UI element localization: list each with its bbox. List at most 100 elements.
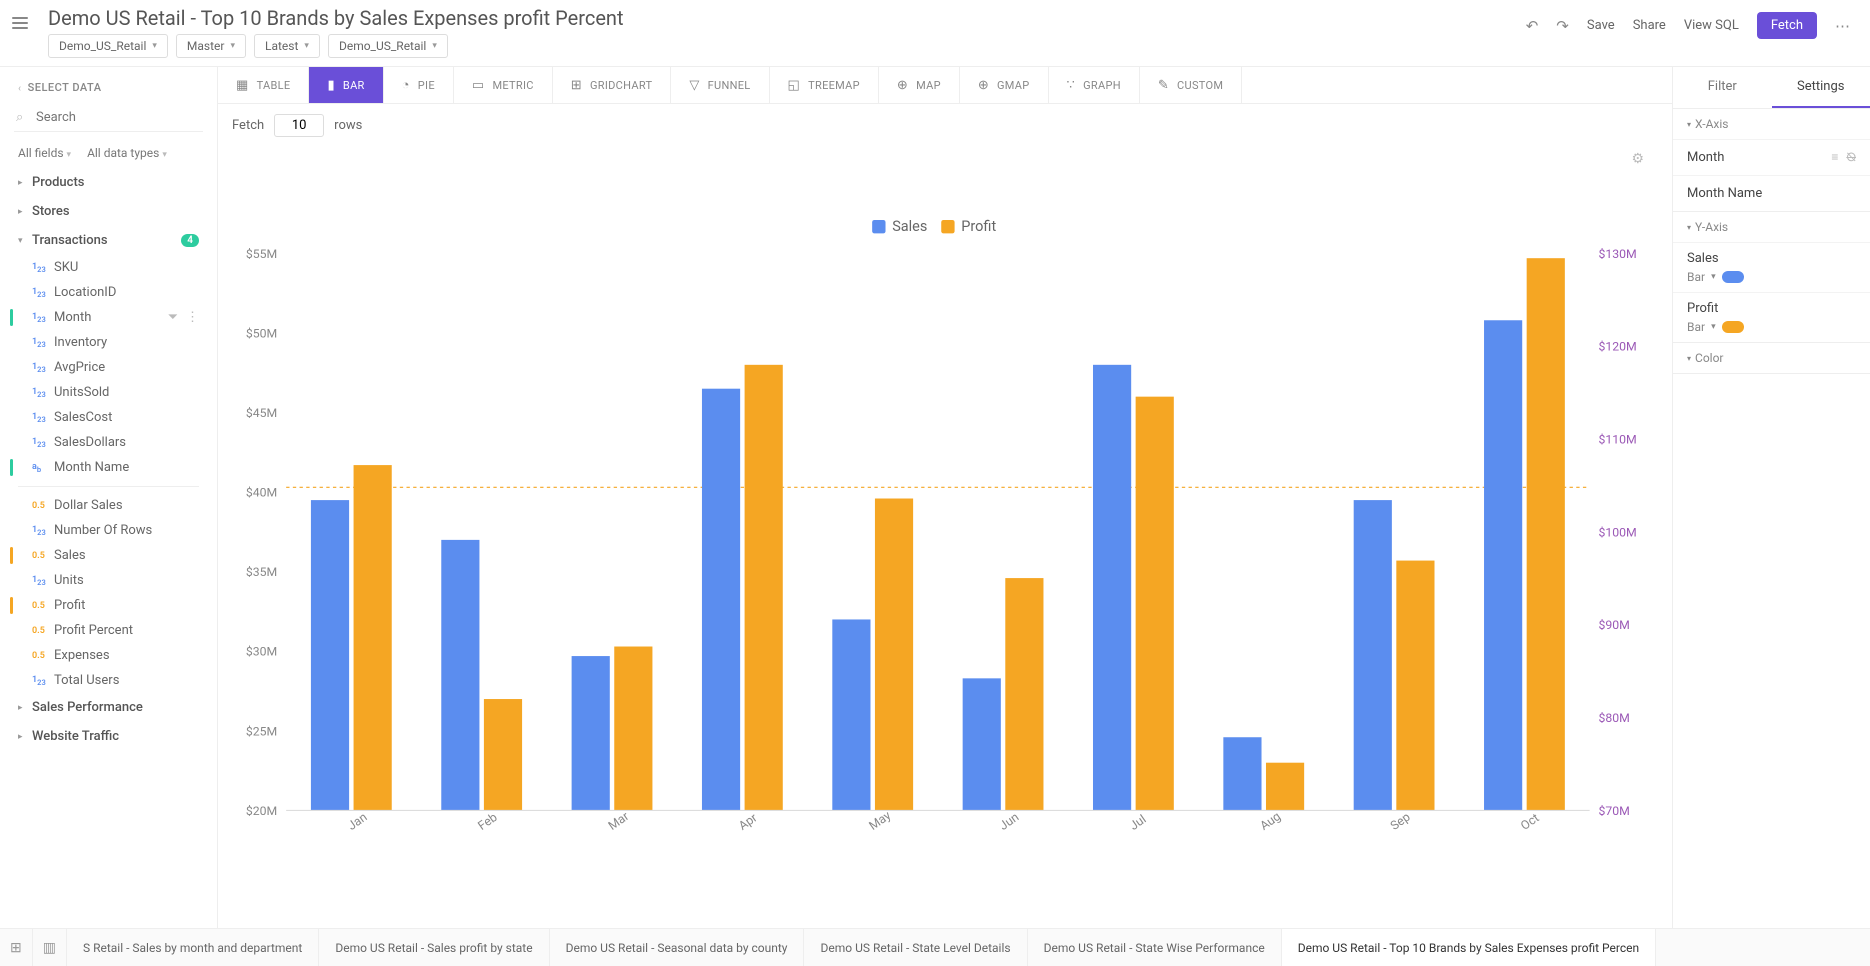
gridchart-icon: ⊞ — [571, 78, 582, 93]
worksheet-tab-4[interactable]: Demo US Retail - State Wise Performance — [1028, 929, 1282, 966]
field-locationid[interactable]: 123LocationID — [0, 280, 217, 305]
viz-tab-funnel[interactable]: ▽FUNNEL — [671, 67, 769, 103]
hide-icon[interactable]: ⦰ — [1846, 150, 1856, 165]
header-dropdown-1[interactable]: Master▾ — [176, 34, 246, 58]
viz-tab-metric[interactable]: ▭METRIC — [454, 67, 553, 103]
tree-group-website-traffic[interactable]: ▸Website Traffic — [0, 722, 217, 751]
right-tab-filter[interactable]: Filter — [1673, 67, 1772, 108]
field-avgprice[interactable]: 123AvgPrice — [0, 355, 217, 380]
svg-text:Profit: Profit — [961, 218, 996, 235]
funnel-icon: ▽ — [689, 78, 699, 93]
svg-text:$20M: $20M — [246, 804, 277, 818]
field-month[interactable]: 123Month⏷⋮ — [0, 305, 217, 330]
svg-text:$120M: $120M — [1599, 340, 1637, 354]
worksheet-tab-0[interactable]: S Retail - Sales by month and department — [67, 929, 319, 966]
header-dropdown-2[interactable]: Latest▾ — [254, 34, 320, 58]
gmap-icon: ⊕ — [978, 78, 989, 93]
select-data-panel: ‹SELECT DATA ⌕ All fields ▾ All data typ… — [0, 67, 218, 928]
more-icon[interactable]: ⋮ — [186, 310, 199, 325]
svg-text:$100M: $100M — [1599, 525, 1637, 539]
svg-text:Sales: Sales — [892, 218, 927, 235]
grip-icon: ≡ — [1831, 150, 1838, 165]
svg-text:Apr: Apr — [736, 811, 760, 833]
header-dropdown-0[interactable]: Demo_US_Retail▾ — [48, 34, 168, 58]
metric-total-users[interactable]: 123Total Users — [0, 668, 217, 693]
all-types-filter[interactable]: All data types ▾ — [87, 146, 167, 160]
metric-units[interactable]: 123Units — [0, 568, 217, 593]
worksheet-tab-1[interactable]: Demo US Retail - Sales profit by state — [319, 929, 549, 966]
field-sku[interactable]: 123SKU — [0, 255, 217, 280]
worksheet-tab-2[interactable]: Demo US Retail - Seasonal data by county — [550, 929, 805, 966]
metric-icon: ▭ — [472, 78, 485, 93]
viz-tab-treemap[interactable]: ◱TREEMAP — [770, 67, 879, 103]
viz-tab-table[interactable]: ▦TABLE — [218, 67, 309, 103]
save-button[interactable]: Save — [1587, 18, 1615, 33]
hamburger-menu[interactable] — [12, 6, 32, 32]
custom-icon: ✎ — [1158, 78, 1169, 93]
viz-tab-custom[interactable]: ✎CUSTOM — [1140, 67, 1242, 103]
color-section[interactable]: ▾Color — [1673, 343, 1870, 373]
field-month-name[interactable]: abMonth Name — [0, 455, 217, 480]
redo-icon[interactable]: ↷ — [1556, 17, 1569, 35]
field-salesdollars[interactable]: 123SalesDollars — [0, 430, 217, 455]
fetch-label: Fetch — [232, 118, 264, 133]
worksheet-tab-5[interactable]: Demo US Retail - Top 10 Brands by Sales … — [1282, 929, 1656, 966]
header-dropdown-3[interactable]: Demo_US_Retail▾ — [328, 34, 448, 58]
worksheet-nav-icon[interactable]: ▥ — [33, 929, 67, 966]
metric-profit-percent[interactable]: 0.5Profit Percent — [0, 618, 217, 643]
viz-tab-bar[interactable]: ▮BAR — [309, 67, 383, 103]
svg-text:$130M: $130M — [1599, 247, 1637, 261]
field-inventory[interactable]: 123Inventory — [0, 330, 217, 355]
add-worksheet-icon[interactable]: ⊞ — [0, 929, 33, 966]
metric-profit[interactable]: 0.5Profit — [0, 593, 217, 618]
viz-tab-map[interactable]: ⊕MAP — [879, 67, 960, 103]
metric-sales[interactable]: 0.5Sales — [0, 543, 217, 568]
more-icon[interactable]: ⋯ — [1835, 17, 1850, 35]
metric-number-of-rows[interactable]: 123Number Of Rows — [0, 518, 217, 543]
viz-tab-gridchart[interactable]: ⊞GRIDCHART — [553, 67, 672, 103]
filter-icon[interactable]: ⏷ — [168, 310, 178, 325]
svg-text:$35M: $35M — [246, 565, 277, 579]
metric-expenses[interactable]: 0.5Expenses — [0, 643, 217, 668]
viz-tab-gmap[interactable]: ⊕GMAP — [960, 67, 1049, 103]
worksheet-tab-3[interactable]: Demo US Retail - State Level Details — [804, 929, 1027, 966]
view-sql-button[interactable]: View SQL — [1684, 18, 1739, 33]
bar-chart: SalesProfit$20M$25M$30M$35M$40M$45M$50M$… — [226, 155, 1652, 920]
search-input[interactable] — [14, 104, 203, 132]
y-axis-section[interactable]: ▾Y-Axis — [1673, 212, 1870, 242]
fetch-rows-input[interactable] — [274, 114, 324, 137]
svg-text:$80M: $80M — [1599, 711, 1630, 725]
right-tab-settings[interactable]: Settings — [1772, 67, 1870, 108]
graph-icon: ∵ — [1067, 78, 1076, 93]
tree-group-stores[interactable]: ▸Stores — [0, 197, 217, 226]
pie-icon: ◔ — [402, 77, 410, 93]
undo-icon[interactable]: ↶ — [1526, 17, 1539, 35]
chart-settings-icon[interactable]: ⚙ — [1631, 151, 1644, 167]
y-series-profit[interactable]: ProfitBar▾ — [1673, 292, 1870, 342]
rows-label: rows — [334, 118, 362, 133]
viz-tab-graph[interactable]: ∵GRAPH — [1049, 67, 1140, 103]
all-fields-filter[interactable]: All fields ▾ — [18, 146, 71, 160]
y-series-sales[interactable]: SalesBar▾ — [1673, 242, 1870, 292]
svg-text:Feb: Feb — [475, 810, 500, 833]
chart-area: ▦TABLE▮BAR◔PIE▭METRIC⊞GRIDCHART▽FUNNEL◱T… — [218, 67, 1672, 928]
svg-text:$70M: $70M — [1599, 804, 1630, 818]
viz-tab-pie[interactable]: ◔PIE — [384, 67, 454, 103]
svg-text:$110M: $110M — [1599, 433, 1637, 447]
x-axis-field-month[interactable]: Month ≡ ⦰ — [1673, 139, 1870, 175]
field-unitssold[interactable]: 123UnitsSold — [0, 380, 217, 405]
fetch-button[interactable]: Fetch — [1757, 12, 1817, 39]
svg-text:$50M: $50M — [246, 326, 277, 340]
svg-text:$30M: $30M — [246, 645, 277, 659]
header: Demo US Retail - Top 10 Brands by Sales … — [0, 0, 1870, 58]
tree-group-products[interactable]: ▸Products — [0, 168, 217, 197]
treemap-icon: ◱ — [788, 78, 801, 93]
x-axis-section[interactable]: ▾X-Axis — [1673, 109, 1870, 139]
tree-group-sales-performance[interactable]: ▸Sales Performance — [0, 693, 217, 722]
tree-group-transactions[interactable]: ▾Transactions4 — [0, 226, 217, 255]
metric-dollar-sales[interactable]: 0.5Dollar Sales — [0, 493, 217, 518]
svg-text:Mar: Mar — [606, 809, 632, 833]
field-salescost[interactable]: 123SalesCost — [0, 405, 217, 430]
share-button[interactable]: Share — [1633, 18, 1666, 33]
x-axis-field-monthname[interactable]: Month Name — [1673, 175, 1870, 211]
